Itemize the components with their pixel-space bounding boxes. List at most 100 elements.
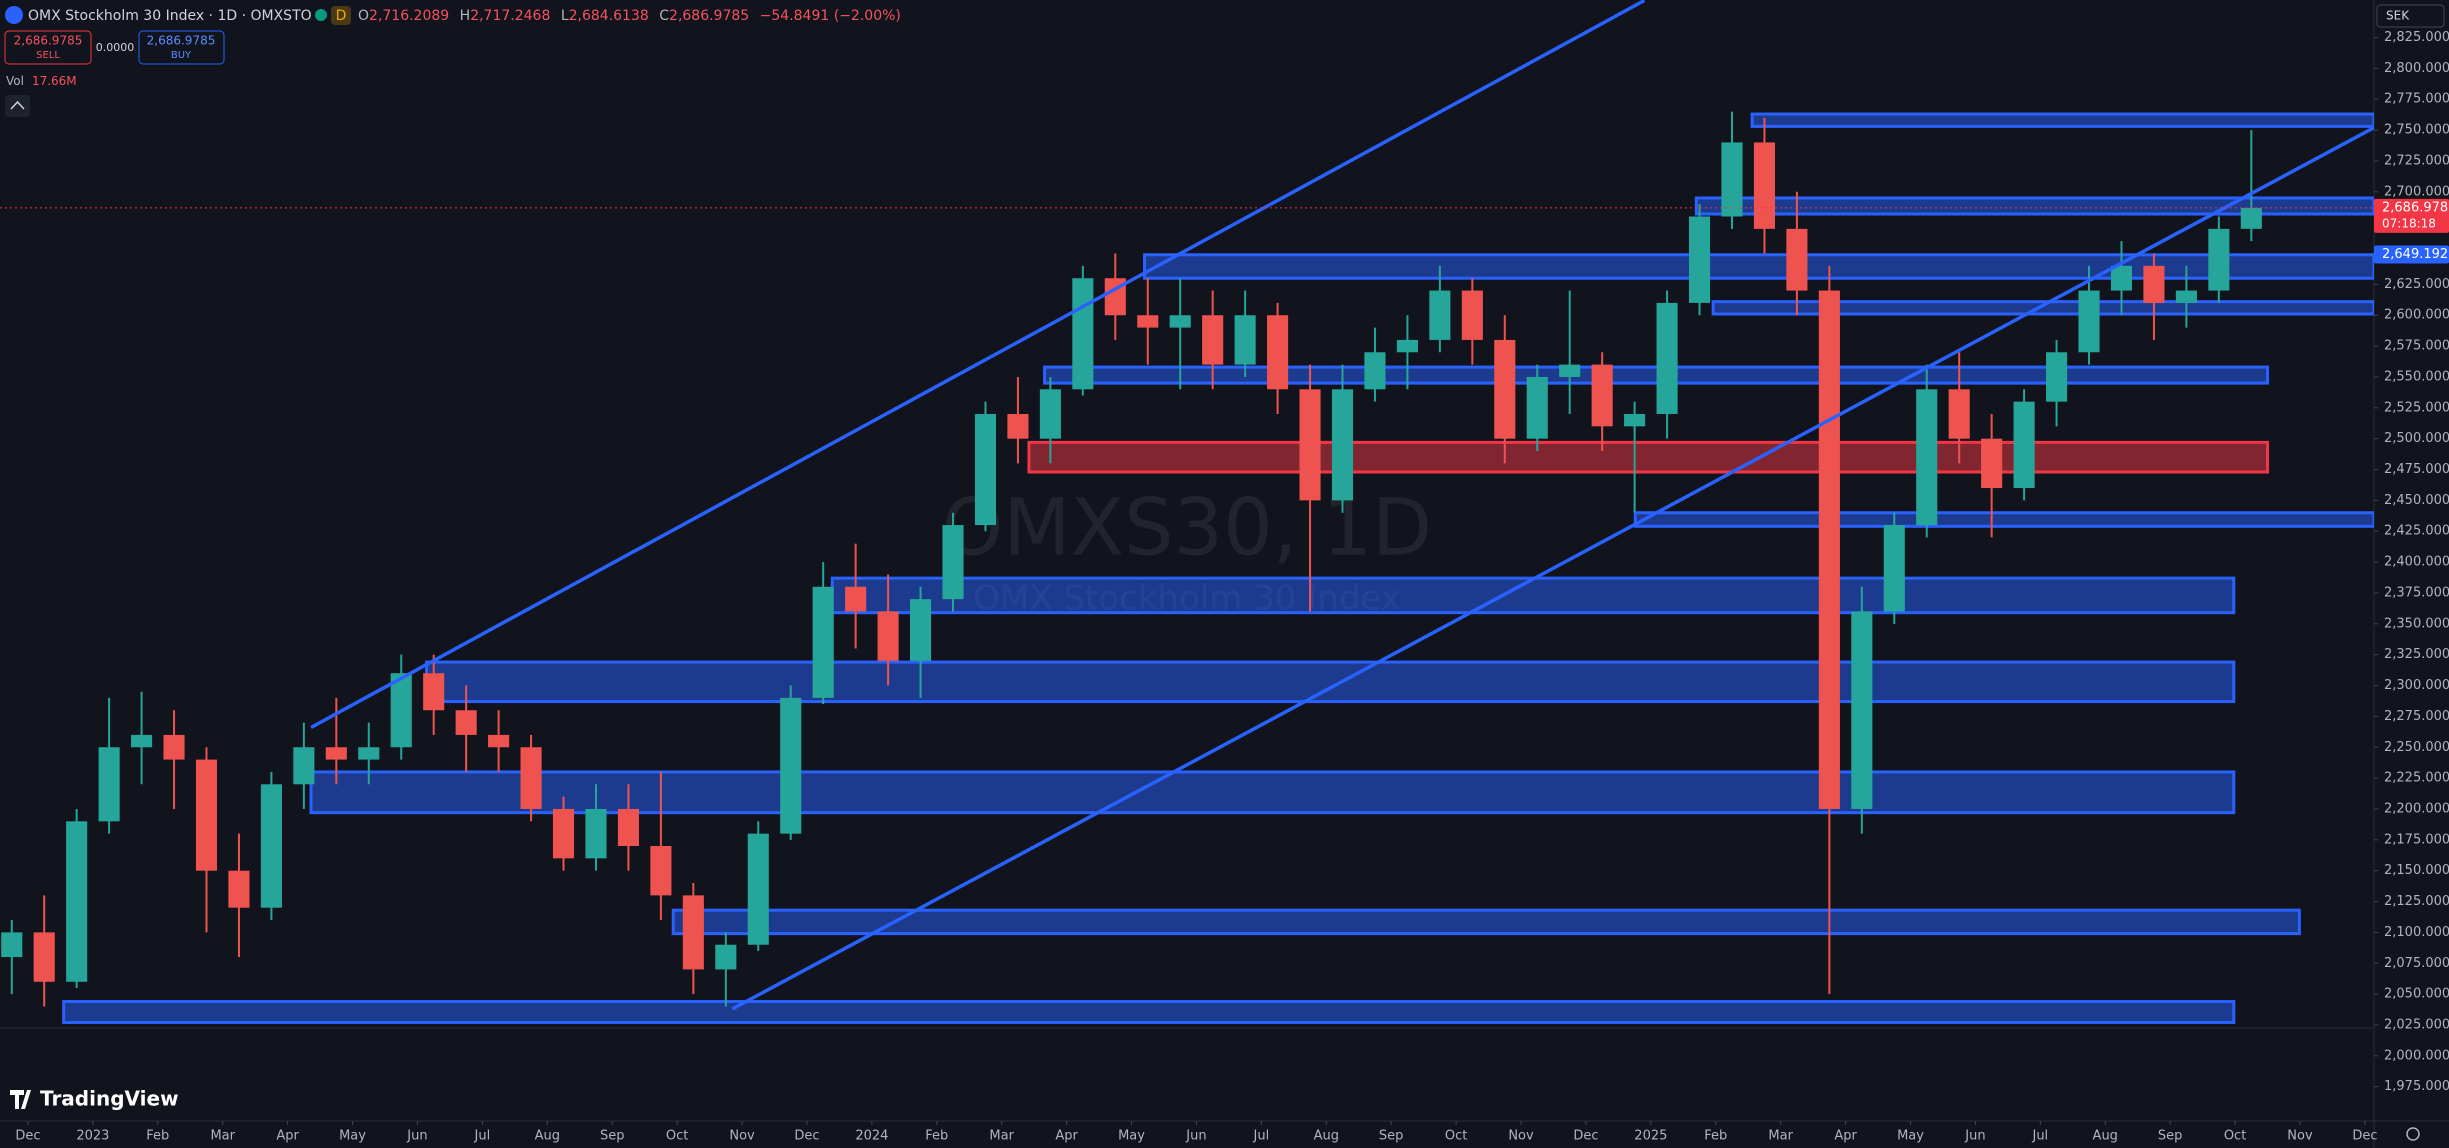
time-tick-label: Jun bbox=[406, 1129, 427, 1144]
logo-text: TradingView bbox=[40, 1087, 179, 1111]
settings-icon[interactable] bbox=[2406, 1127, 2420, 1141]
candle-body bbox=[1753, 142, 1775, 229]
time-tick-label: Jun bbox=[1185, 1129, 1206, 1144]
price-tick-label: 2,100.0000 bbox=[2384, 925, 2449, 940]
candle-body bbox=[66, 821, 88, 982]
trend-line bbox=[731, 126, 2374, 1011]
candle-body bbox=[1331, 389, 1354, 501]
price-badge-countdown: 07:18:18 bbox=[2382, 216, 2436, 230]
candle-body bbox=[1072, 278, 1094, 390]
candle-body bbox=[1624, 413, 1646, 427]
price-tick-label: 2,300.0000 bbox=[2384, 678, 2449, 693]
candle-body bbox=[1883, 525, 1905, 612]
ohlc-line: O2,716.2089 H2,717.2468 L2,684.6138 C2,6… bbox=[358, 8, 901, 24]
time-tick-label: Aug bbox=[535, 1129, 560, 1144]
zone bbox=[1143, 253, 2374, 280]
change: −54.8491 (−2.00%) bbox=[760, 8, 901, 24]
candle-body bbox=[780, 697, 802, 834]
candle-body bbox=[1494, 339, 1516, 439]
candle-body bbox=[1559, 364, 1581, 377]
time-tick-label: Nov bbox=[2287, 1129, 2313, 1144]
candle-body bbox=[910, 599, 932, 661]
symbol-name[interactable]: OMX Stockholm 30 Index · 1D · OMXSTO bbox=[28, 8, 312, 24]
price-tick-label: 2,475.0000 bbox=[2384, 462, 2449, 477]
candle-body bbox=[325, 747, 347, 760]
ohlc-key: L bbox=[561, 8, 569, 24]
candle-body bbox=[1234, 315, 1256, 365]
candle-body bbox=[1461, 290, 1483, 340]
price-tick-label: 2,350.0000 bbox=[2384, 616, 2449, 631]
ohlc-key: O bbox=[358, 8, 369, 24]
price-tick-label: 2,450.0000 bbox=[2384, 493, 2449, 508]
time-tick-label: Aug bbox=[1314, 1129, 1339, 1144]
time-tick-label: Dec bbox=[2352, 1129, 2377, 1144]
price-tick-label: 2,700.0000 bbox=[2384, 184, 2449, 199]
time-tick-label: Apr bbox=[1055, 1129, 1078, 1144]
collapse-button[interactable] bbox=[5, 95, 30, 117]
candle-body bbox=[650, 845, 672, 896]
time-tick-label: Oct bbox=[1445, 1129, 1467, 1144]
time-tick-label: 2024 bbox=[855, 1129, 888, 1144]
candle-body bbox=[812, 586, 834, 698]
candle-body bbox=[98, 747, 120, 822]
price-tick-label: 2,125.0000 bbox=[2384, 894, 2449, 909]
ohlc-value: 2,684.6138 bbox=[569, 8, 649, 24]
price-tick-label: 2,275.0000 bbox=[2384, 709, 2449, 724]
price-tick-label: 2,050.0000 bbox=[2384, 987, 2449, 1002]
price-tick-label: 2,775.0000 bbox=[2384, 92, 2449, 107]
time-tick-label: Jul bbox=[1253, 1129, 1270, 1144]
zone bbox=[671, 908, 2301, 936]
price-tick-label: 2,800.0000 bbox=[2384, 61, 2449, 76]
zone bbox=[62, 1000, 2236, 1025]
candle-body bbox=[2046, 352, 2068, 402]
candle-body bbox=[195, 759, 218, 871]
candle-body bbox=[1818, 290, 1840, 809]
candle-body bbox=[1364, 352, 1386, 390]
candle-body bbox=[974, 413, 997, 526]
time-tick-label: Nov bbox=[1508, 1129, 1534, 1144]
candle-body bbox=[33, 932, 55, 982]
price-tick-label: 2,175.0000 bbox=[2384, 832, 2449, 847]
zone bbox=[1750, 112, 2374, 128]
ohlc-key: H bbox=[460, 8, 471, 24]
buy-label: BUY bbox=[171, 50, 192, 61]
watermark-title: OMXS30, 1D bbox=[942, 483, 1432, 573]
price-tick-label: 2,375.0000 bbox=[2384, 585, 2449, 600]
candle-body bbox=[1429, 290, 1451, 340]
zone bbox=[1633, 511, 2374, 528]
candle-body bbox=[1526, 376, 1548, 439]
time-tick-label: Oct bbox=[666, 1129, 688, 1144]
symbol-icon bbox=[5, 6, 23, 24]
candle-body bbox=[1137, 315, 1159, 328]
price-tick-label: 2,550.0000 bbox=[2384, 369, 2449, 384]
candle-body bbox=[1007, 413, 1029, 439]
time-tick-label: Oct bbox=[2224, 1129, 2246, 1144]
candle-body bbox=[747, 833, 769, 945]
currency-box[interactable] bbox=[2376, 4, 2445, 28]
market-status bbox=[315, 9, 327, 21]
candle-body bbox=[617, 808, 639, 846]
price-tick-label: 2,250.0000 bbox=[2384, 740, 2449, 755]
collapse-icon bbox=[10, 100, 25, 110]
buy-price: 2,686.9785 bbox=[147, 34, 216, 48]
ohlc-value: 2,717.2468 bbox=[470, 8, 550, 24]
candle-body bbox=[1039, 389, 1061, 439]
candle-body bbox=[488, 734, 510, 748]
price-tick-label: 2,625.0000 bbox=[2384, 277, 2449, 292]
axes: 2,825.0000 2,800.0000 2,775.0000 2,750.0000… bbox=[15, 30, 2449, 1144]
sell-button[interactable] bbox=[4, 30, 92, 65]
price-tick-label: 2,825.0000 bbox=[2384, 30, 2449, 45]
candle-body bbox=[423, 673, 445, 711]
candle-body bbox=[1, 932, 23, 958]
candle-body bbox=[1851, 611, 1873, 809]
buy-button[interactable] bbox=[138, 30, 225, 65]
time-tick-label: Jul bbox=[2031, 1129, 2048, 1144]
candle-body bbox=[845, 586, 867, 612]
time-tick-label: Sep bbox=[2158, 1129, 2183, 1144]
candle-body bbox=[1786, 228, 1808, 291]
ohlc-key: C bbox=[659, 8, 669, 24]
time-tick-label: Jul bbox=[474, 1129, 491, 1144]
price-badge bbox=[2374, 245, 2449, 264]
time-tick-label: Mar bbox=[210, 1129, 235, 1144]
